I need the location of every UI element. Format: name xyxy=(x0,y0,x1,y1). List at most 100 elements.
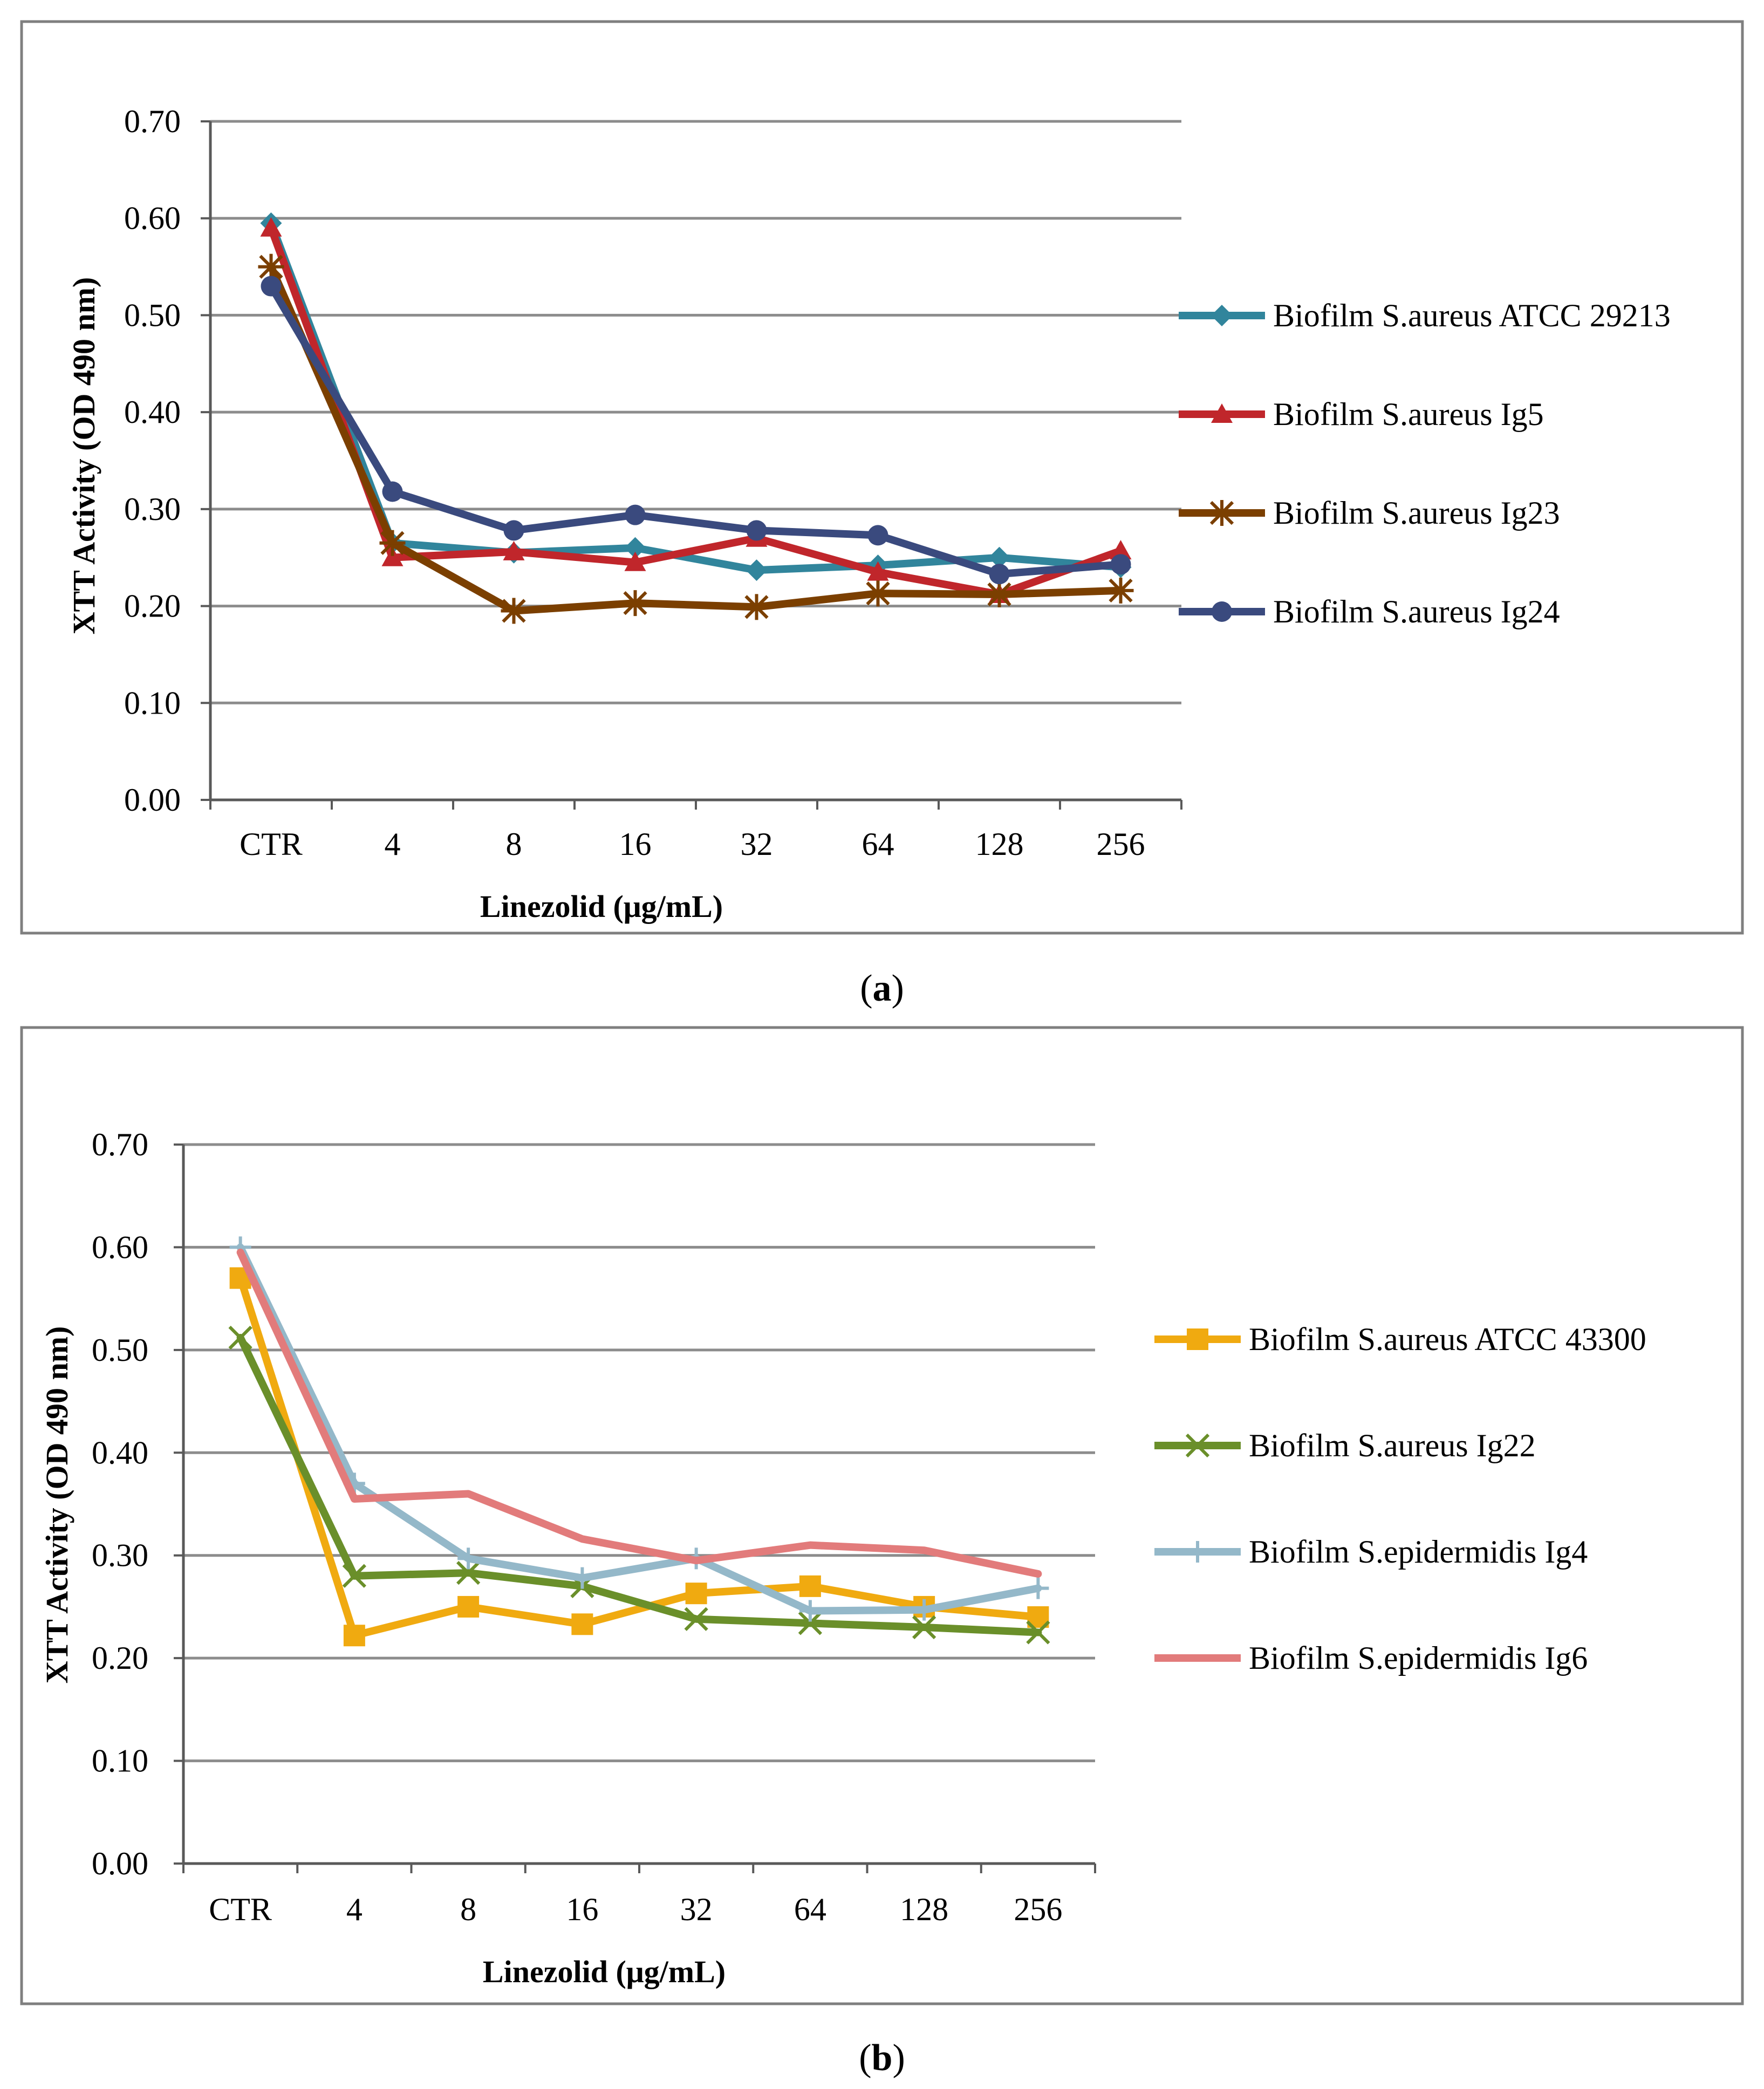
data-point-marker xyxy=(684,1607,708,1631)
data-point-marker xyxy=(1027,1577,1049,1599)
data-point-marker xyxy=(261,276,282,297)
data-point-marker xyxy=(685,1583,707,1605)
legend-label: Biofilm S.aureus Ig23 xyxy=(1273,495,1560,531)
data-point-marker xyxy=(746,520,767,541)
legend-label: Biofilm S.aureus Ig5 xyxy=(1273,396,1544,432)
series-line xyxy=(267,282,1125,578)
x-tick-label: CTR xyxy=(209,1892,272,1927)
y-tick-label: 0.30 xyxy=(124,491,181,527)
y-tick-label: 0.50 xyxy=(124,297,181,333)
data-point-marker xyxy=(746,559,768,581)
data-point-marker xyxy=(622,590,648,617)
legend-marker xyxy=(1211,403,1233,423)
legend-marker xyxy=(1211,305,1233,326)
data-point-marker xyxy=(867,561,889,581)
legend-label: Biofilm S.aureus ATCC 43300 xyxy=(1249,1321,1646,1357)
chart-frame-b xyxy=(20,1026,1744,2005)
series-2 xyxy=(228,1325,1050,1645)
data-point-marker xyxy=(1026,1620,1050,1645)
data-point-marker xyxy=(986,581,1013,608)
data-point-marker xyxy=(381,546,404,566)
series-line xyxy=(236,1334,1042,1636)
y-tick-label: 0.30 xyxy=(92,1538,148,1573)
y-ticks-a: 0.00 0.10 0.20 0.30 0.40 0.50 0.60 0.70 xyxy=(124,104,210,818)
caption-a: (a) xyxy=(860,968,904,1009)
data-point-marker xyxy=(260,217,282,237)
data-point-marker xyxy=(624,537,646,559)
x-axis-title-b: Linezolid (μg/mL) xyxy=(483,1954,726,1989)
data-point-marker xyxy=(457,1547,480,1570)
x-tick-label: 64 xyxy=(862,826,894,862)
data-point-marker xyxy=(456,1560,481,1585)
gridlines-b xyxy=(182,1143,1095,1865)
x-tick-label: 4 xyxy=(385,826,401,862)
legend-item: Biofilm S.aureus ATCC 43300 xyxy=(1154,1321,1646,1357)
y-tick-label: 0.40 xyxy=(124,394,181,430)
data-point-marker xyxy=(503,540,525,560)
y-tick-label: 0.00 xyxy=(92,1846,148,1881)
y-axis-title-b: XTT Activity (OD 490 nm) xyxy=(39,1326,74,1684)
legend-label: Biofilm S.aureus Ig24 xyxy=(1273,594,1560,629)
y-tick-label: 0.10 xyxy=(124,685,181,721)
x-tick-label: 32 xyxy=(680,1892,713,1927)
legend-item: Biofilm S.aureus Ig5 xyxy=(1179,396,1544,432)
data-point-marker xyxy=(457,1595,480,1618)
legend-item: Biofilm S.aureus ATCC 29213 xyxy=(1179,298,1671,333)
y-tick-label: 0.60 xyxy=(124,201,181,236)
series-4 xyxy=(236,1248,1042,1578)
legend-item: Biofilm S.aureus Ig23 xyxy=(1179,495,1560,531)
y-tick-label: 0.20 xyxy=(124,588,181,624)
series-group-b xyxy=(228,1236,1050,1647)
x-tick-label: 4 xyxy=(346,1892,363,1927)
x-tick-label: 256 xyxy=(1014,1892,1062,1927)
legend-marker xyxy=(1187,1541,1208,1563)
y-tick-label: 0.00 xyxy=(124,782,181,818)
series-group-a xyxy=(258,212,1134,624)
x-ticks-a: CTR 4 8 16 32 64 128 256 xyxy=(209,800,1182,862)
x-tick-label: 8 xyxy=(460,1892,476,1927)
chart-panel-a: 0.00 0.10 0.20 0.30 0.40 0.50 0.60 0.70 CTR 4 8 16… xyxy=(20,20,1744,935)
data-point-marker xyxy=(382,481,403,502)
data-point-marker xyxy=(799,1575,821,1597)
data-point-marker xyxy=(989,564,1010,585)
legend-item: Biofilm S.aureus Ig22 xyxy=(1154,1428,1536,1463)
y-tick-label: 0.10 xyxy=(92,1743,148,1779)
legend-label: Biofilm S.aureus ATCC 29213 xyxy=(1273,298,1671,333)
x-tick-label: 16 xyxy=(619,826,652,862)
data-point-marker xyxy=(571,1567,593,1589)
x-tick-label: 16 xyxy=(566,1892,598,1927)
data-point-marker xyxy=(867,525,888,546)
chart-frame-a xyxy=(20,20,1744,935)
data-point-marker xyxy=(342,1564,366,1588)
data-point-marker xyxy=(1110,554,1131,575)
legend-b: Biofilm S.aureus ATCC 43300 Biofilm S.aur… xyxy=(1154,1321,1646,1676)
data-point-marker xyxy=(1107,577,1134,604)
data-point-marker xyxy=(624,551,646,571)
data-point-marker xyxy=(913,1599,935,1621)
data-point-marker xyxy=(988,546,1010,569)
data-point-marker xyxy=(501,598,527,624)
x-tick-label: 128 xyxy=(975,826,1024,862)
data-point-marker xyxy=(743,594,770,620)
x-tick-label: 256 xyxy=(1097,826,1145,862)
series-line xyxy=(267,219,1125,574)
y-axis-title-a: XTT Activity (OD 490 nm) xyxy=(66,277,101,635)
y-tick-label: 0.60 xyxy=(92,1229,148,1265)
y-ticks-b: 0.00 0.10 0.20 0.30 0.40 0.50 0.60 0.70 xyxy=(92,1127,183,1881)
y-tick-label: 0.50 xyxy=(92,1332,148,1368)
y-tick-label: 0.70 xyxy=(124,104,181,139)
legend-label: Biofilm S.epidermidis Ig6 xyxy=(1249,1640,1588,1676)
x-tick-label: CTR xyxy=(240,826,303,862)
data-point-marker xyxy=(799,1600,821,1622)
data-point-marker xyxy=(1110,540,1132,560)
data-point-marker xyxy=(503,520,524,541)
caption-letter-b: b xyxy=(872,2037,893,2079)
chart-panel-b: 0.00 0.10 0.20 0.30 0.40 0.50 0.60 0.70 CTR 4 8 16… xyxy=(20,1026,1744,2005)
y-tick-label: 0.40 xyxy=(92,1435,148,1470)
legend-item: Biofilm S.aureus Ig24 xyxy=(1179,594,1560,629)
series-line xyxy=(236,1248,1042,1578)
y-tick-label: 0.20 xyxy=(92,1640,148,1676)
legend-item: Biofilm S.epidermidis Ig4 xyxy=(1154,1534,1588,1570)
legend-marker xyxy=(1212,601,1232,622)
